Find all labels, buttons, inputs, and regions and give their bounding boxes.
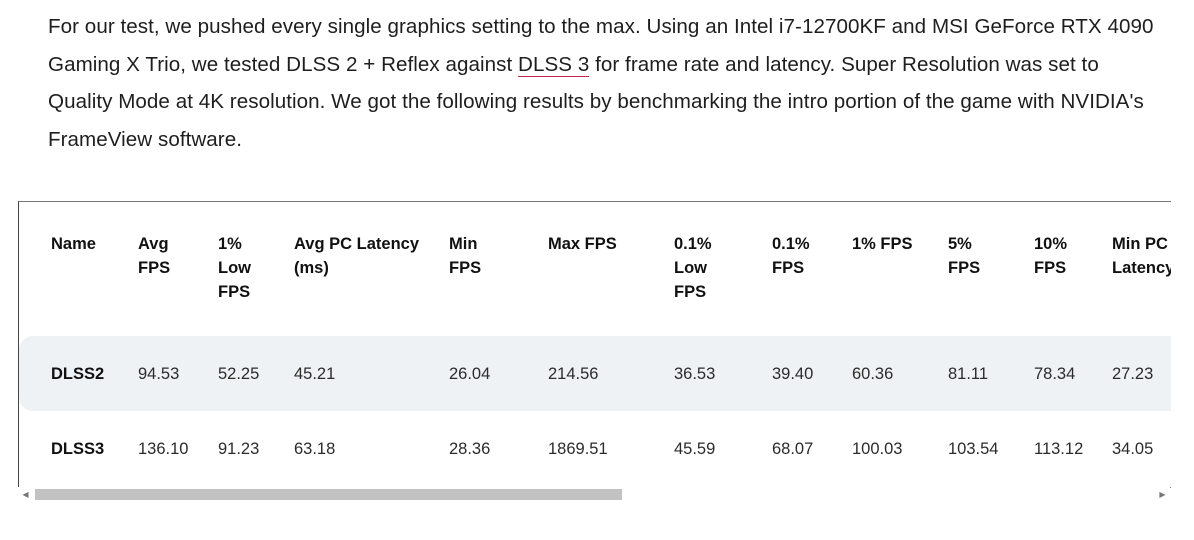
table-cell: 39.40 (772, 365, 814, 383)
table-cell: 52.25 (218, 365, 260, 383)
dlss3-link[interactable]: DLSS 3 (518, 52, 590, 77)
column-header-1pct-low-fps: 1% Low FPS (218, 235, 251, 301)
table-cell-name: DLSS3 (51, 440, 105, 458)
scroll-right-arrow-icon[interactable]: ▶ (1159, 490, 1166, 499)
table-cell: 214.56 (548, 365, 599, 383)
column-header-max-fps: Max FPS (548, 235, 617, 253)
scroll-left-arrow-icon[interactable]: ◀ (22, 490, 29, 499)
table-cell: 91.23 (218, 440, 260, 458)
table-cell: 34.05 (1112, 440, 1154, 458)
paragraph-text-before-link: For our test, we pushed every single gra… (48, 15, 1154, 76)
column-header-01pct-fps: 0.1% FPS (772, 235, 810, 277)
article-paragraph: For our test, we pushed every single gra… (48, 8, 1158, 158)
table-cell: 68.07 (772, 440, 814, 458)
table-cell: 26.04 (449, 365, 491, 383)
column-header-1pct-fps: 1% FPS (852, 235, 913, 253)
table-cell: 136.10 (138, 440, 189, 458)
table-cell: 27.23 (1112, 365, 1154, 383)
table-cell: 45.21 (294, 365, 336, 383)
table-cell-name: DLSS2 (51, 365, 105, 383)
table-cell: 113.12 (1034, 440, 1084, 458)
column-header-min-fps: Min FPS (449, 235, 482, 277)
column-header-avg-pc-latency: Avg PC Latency (ms) (294, 235, 420, 277)
column-header-min-pc-latency: Min PC Latency (1112, 235, 1171, 277)
table-cell: 100.03 (852, 440, 903, 458)
table-cell: 1869.51 (548, 440, 608, 458)
table-row-highlight (19, 336, 1171, 411)
column-header-name: Name (51, 235, 96, 253)
column-header-avg-fps: Avg FPS (138, 235, 171, 277)
table-cell: 60.36 (852, 365, 894, 383)
table-cell: 28.36 (449, 440, 491, 458)
benchmark-table-scroll-area: Name Avg FPS 1% Low FPS Avg PC Latency (… (19, 202, 1171, 487)
column-header-10pct-fps: 10% FPS (1034, 235, 1068, 277)
scrollbar-thumb[interactable] (35, 489, 622, 500)
benchmark-table: Name Avg FPS 1% Low FPS Avg PC Latency (… (18, 201, 1171, 488)
horizontal-scrollbar[interactable]: ◀ ▶ (18, 487, 1170, 502)
table-cell: 103.54 (948, 440, 999, 458)
table-cell: 63.18 (294, 440, 336, 458)
paragraph-text-after-link: for frame rate and latency. Super Resolu… (48, 52, 1144, 151)
table-cell: 36.53 (674, 365, 716, 383)
column-header-01pct-low-fps: 0.1% Low FPS (674, 235, 712, 301)
table-cell: 81.11 (948, 365, 989, 383)
table-cell: 45.59 (674, 440, 716, 458)
table-cell: 78.34 (1034, 365, 1076, 383)
column-header-5pct-fps: 5% FPS (948, 235, 981, 277)
table-cell: 94.53 (138, 365, 180, 383)
